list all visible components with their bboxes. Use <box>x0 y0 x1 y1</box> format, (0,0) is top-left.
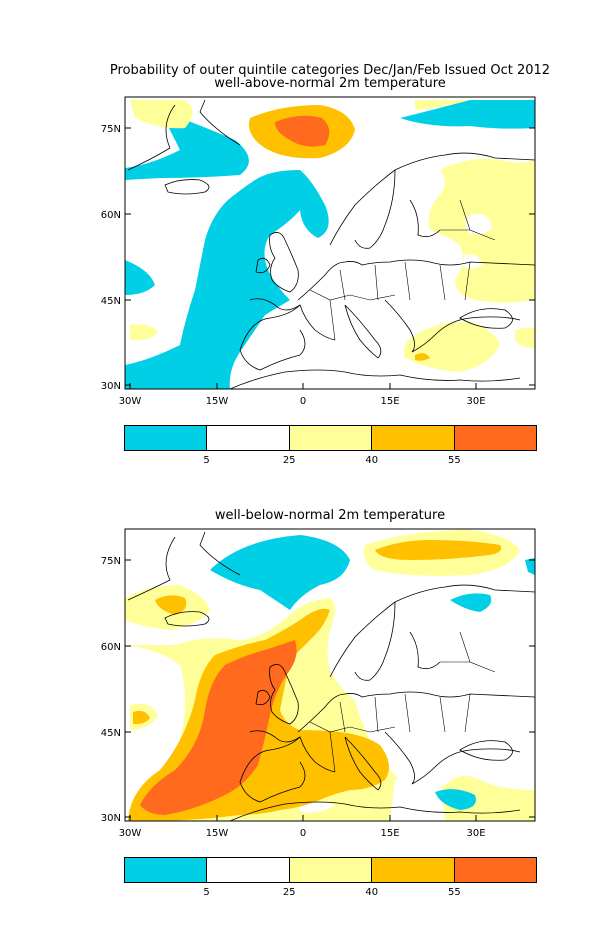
bottom-lon-label: 0 <box>300 828 306 839</box>
top-lon-label: 15E <box>380 396 399 407</box>
bottom-lat-label: 45N <box>101 728 121 739</box>
colorbar-label: 55 <box>448 455 461 466</box>
bottom-red-main <box>140 640 297 815</box>
colorbar-label: 5 <box>203 887 210 898</box>
top-yellow-ne <box>415 100 470 110</box>
top-panel-title: well-above-normal 2m temperature <box>214 76 446 91</box>
top-yellow-east <box>515 327 535 348</box>
colorbar-swatch-yellow <box>288 426 372 450</box>
colorbar-swatch-white <box>206 426 289 450</box>
top-yellow-nw <box>130 100 193 129</box>
top-cyan-ne-arctic <box>400 100 535 129</box>
top-red-arctic <box>275 115 330 147</box>
bottom-panel-title: well-below-normal 2m temperature <box>214 508 446 523</box>
bottom-map: 75N 60N 45N 30N 30W 15W 0 15E 30E <box>101 528 536 839</box>
colorbar-swatch-cyan <box>125 858 207 882</box>
top-lat-label: 60N <box>101 210 121 221</box>
bottom-orange-left <box>133 710 150 725</box>
colorbar-label: 40 <box>365 455 379 466</box>
top-cyan-small <box>125 260 155 295</box>
top-colorbar-labels: 5 25 40 55 <box>124 455 537 469</box>
top-lat-label: 30N <box>101 381 121 392</box>
bottom-colorbar-labels: 5 25 40 55 <box>124 887 537 901</box>
bottom-colorbar <box>124 857 537 883</box>
top-cyan-atlantic <box>125 170 329 389</box>
top-orange-small <box>415 353 430 361</box>
top-yellow-balkans <box>403 321 500 372</box>
colorbar-label: 5 <box>203 455 210 466</box>
bottom-lat-label: 60N <box>101 642 121 653</box>
top-lat-label: 75N <box>101 124 121 135</box>
bottom-cyan-east <box>525 558 535 575</box>
colorbar-label: 55 <box>448 887 461 898</box>
colorbar-label: 25 <box>282 887 296 898</box>
top-lon-label: 15W <box>206 396 229 407</box>
bottom-lat-label: 30N <box>101 813 121 824</box>
colorbar-swatch-orange <box>371 858 454 882</box>
bottom-cyan-finland <box>450 593 492 612</box>
bottom-lat-label: 75N <box>101 556 121 567</box>
colorbar-swatch-yellow <box>288 858 372 882</box>
bottom-lon-label: 30E <box>466 828 485 839</box>
top-lon-label: 30E <box>466 396 485 407</box>
colorbar-swatch-orange <box>371 426 454 450</box>
bottom-orange-greenland <box>155 595 187 615</box>
top-map: 75N 60N 45N 30N 30W 15W 0 15E 30E <box>101 96 536 407</box>
bottom-orange-arctic <box>375 540 502 560</box>
top-yellow-small <box>130 324 158 341</box>
top-lon-label: 30W <box>119 396 142 407</box>
bottom-lon-label: 30W <box>119 828 142 839</box>
colorbar-swatch-red <box>453 858 537 882</box>
colorbar-label: 40 <box>365 887 379 898</box>
bottom-cyan-arctic <box>210 535 350 610</box>
bottom-cyan-med <box>435 789 476 810</box>
top-lat-label: 45N <box>101 296 121 307</box>
colorbar-label: 25 <box>282 455 296 466</box>
colorbar-swatch-red <box>453 426 537 450</box>
main-title: Probability of outer quintile categories… <box>109 63 551 78</box>
top-colorbar <box>124 425 537 451</box>
bottom-lon-label: 15W <box>206 828 229 839</box>
top-lon-label: 0 <box>300 396 306 407</box>
top-cyan-arctic <box>125 110 249 180</box>
bottom-lon-label: 15E <box>380 828 399 839</box>
colorbar-swatch-white <box>206 858 289 882</box>
colorbar-swatch-cyan <box>125 426 207 450</box>
